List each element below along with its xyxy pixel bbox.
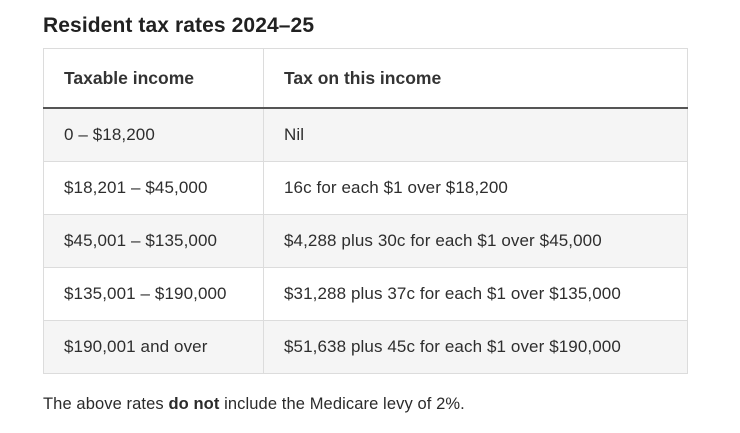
table-header: Taxable income Tax on this income: [43, 48, 688, 109]
note-text-bold: do not: [168, 395, 220, 413]
tax-on-income-cell: 16c for each $1 over $18,200: [263, 161, 688, 215]
column-header-taxable-income: Taxable income: [43, 48, 264, 109]
tax-rates-table: Taxable income Tax on this income 0 – $1…: [43, 48, 688, 374]
table-row: $135,001 – $190,000 $31,288 plus 37c for …: [43, 267, 688, 321]
tax-on-income-cell: Nil: [263, 107, 688, 162]
table-row: $45,001 – $135,000 $4,288 plus 30c for ea…: [43, 214, 688, 268]
taxable-income-cell: $18,201 – $45,000: [43, 161, 264, 215]
table-row: $18,201 – $45,000 16c for each $1 over $1…: [43, 161, 688, 215]
page-title: Resident tax rates 2024–25: [43, 14, 315, 37]
table-row: 0 – $18,200 Nil: [43, 107, 688, 162]
column-header-tax-on-income: Tax on this income: [263, 48, 688, 109]
tax-on-income-cell: $4,288 plus 30c for each $1 over $45,000: [263, 214, 688, 268]
tax-on-income-cell: $31,288 plus 37c for each $1 over $135,0…: [263, 267, 688, 321]
table-row: $190,001 and over $51,638 plus 45c for ea…: [43, 320, 688, 374]
note-text-prefix: The above rates: [43, 395, 169, 413]
taxable-income-cell: 0 – $18,200: [43, 107, 264, 162]
taxable-income-cell: $190,001 and over: [43, 320, 264, 374]
header-row: Taxable income Tax on this income: [43, 48, 688, 109]
taxable-income-cell: $135,001 – $190,000: [43, 267, 264, 321]
tax-table-body: 0 – $18,200 Nil $18,201 – $45,000 16c for e…: [43, 107, 688, 374]
tax-on-income-cell: $51,638 plus 45c for each $1 over $190,0…: [263, 320, 688, 374]
note-text-suffix: include the Medicare levy of 2%.: [219, 395, 465, 413]
medicare-levy-note: The above rates do not include the Medic…: [43, 395, 740, 414]
taxable-income-cell: $45,001 – $135,000: [43, 214, 264, 268]
